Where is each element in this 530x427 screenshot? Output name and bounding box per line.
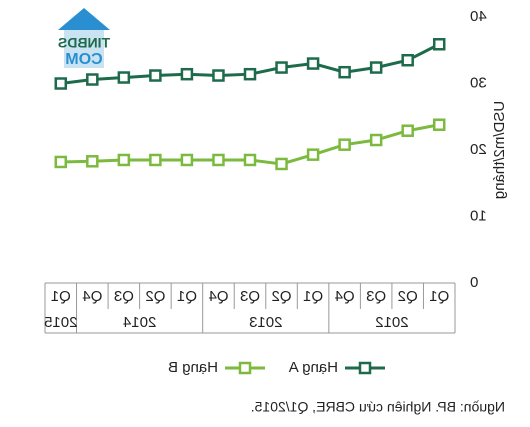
x-tick-label: Q4: [208, 288, 228, 305]
point-marker: [338, 65, 351, 79]
point-marker: [275, 157, 288, 171]
y-tick-label: 20: [470, 141, 487, 158]
year-label: 2012: [375, 314, 408, 331]
logo-text: TINBDS: [58, 35, 110, 51]
point-marker: [243, 153, 257, 167]
source-note: Nguồn: BP. Nghiên cứu CBRE, Q1/2015.: [251, 399, 505, 415]
point-marker: [432, 38, 446, 51]
legend-label: Hạng A: [289, 359, 338, 376]
legend-marker: [238, 361, 252, 375]
point-marker: [86, 73, 99, 86]
point-marker: [432, 118, 446, 131]
point-marker: [243, 67, 257, 81]
point-marker: [306, 148, 320, 161]
x-tick-label: Q1: [51, 288, 71, 305]
x-tick-label: Q3: [240, 288, 260, 305]
point-marker: [117, 71, 131, 84]
y-tick-label: 30: [470, 74, 487, 91]
point-marker: [401, 124, 414, 137]
point-marker: [117, 153, 131, 167]
y-axis-title: USD/m2/tháng: [491, 101, 508, 199]
point-marker: [401, 53, 414, 67]
x-tick-label: Q2: [272, 288, 292, 305]
point-marker: [306, 57, 320, 70]
point-marker: [54, 77, 68, 90]
y-tick-label: 0: [470, 274, 478, 291]
point-marker: [369, 133, 383, 147]
point-marker: [338, 138, 351, 151]
x-tick-label: Q2: [398, 288, 418, 305]
point-marker: [149, 69, 162, 82]
year-label: 2015: [44, 314, 77, 331]
x-tick-label: Q4: [335, 288, 355, 305]
x-tick-label: Q1: [303, 288, 323, 305]
point-marker: [180, 153, 194, 167]
point-marker: [86, 155, 99, 168]
legend-label: Hạng B: [168, 359, 218, 376]
x-tick-label: Q2: [145, 288, 165, 305]
point-marker: [54, 155, 68, 169]
x-tick-label: Q1: [429, 288, 449, 305]
legend-marker: [358, 361, 372, 375]
y-tick-label: 40: [470, 8, 487, 25]
point-marker: [212, 153, 225, 167]
point-marker: [180, 67, 194, 81]
x-tick-label: Q3: [366, 288, 386, 305]
point-marker: [212, 69, 225, 82]
logo: [58, 8, 110, 68]
logo-text: COM: [65, 51, 102, 68]
point-marker: [369, 61, 383, 74]
year-label: 2013: [249, 314, 282, 331]
logo-house: [64, 28, 104, 68]
x-tick-label: Q1: [177, 288, 197, 305]
year-label: 2014: [123, 314, 156, 331]
x-tick-label: Q4: [82, 288, 102, 305]
point-marker: [275, 61, 288, 74]
point-marker: [149, 153, 162, 167]
x-tick-label: Q3: [114, 288, 134, 305]
logo-roof: [58, 8, 110, 30]
y-tick-label: 10: [470, 207, 487, 224]
